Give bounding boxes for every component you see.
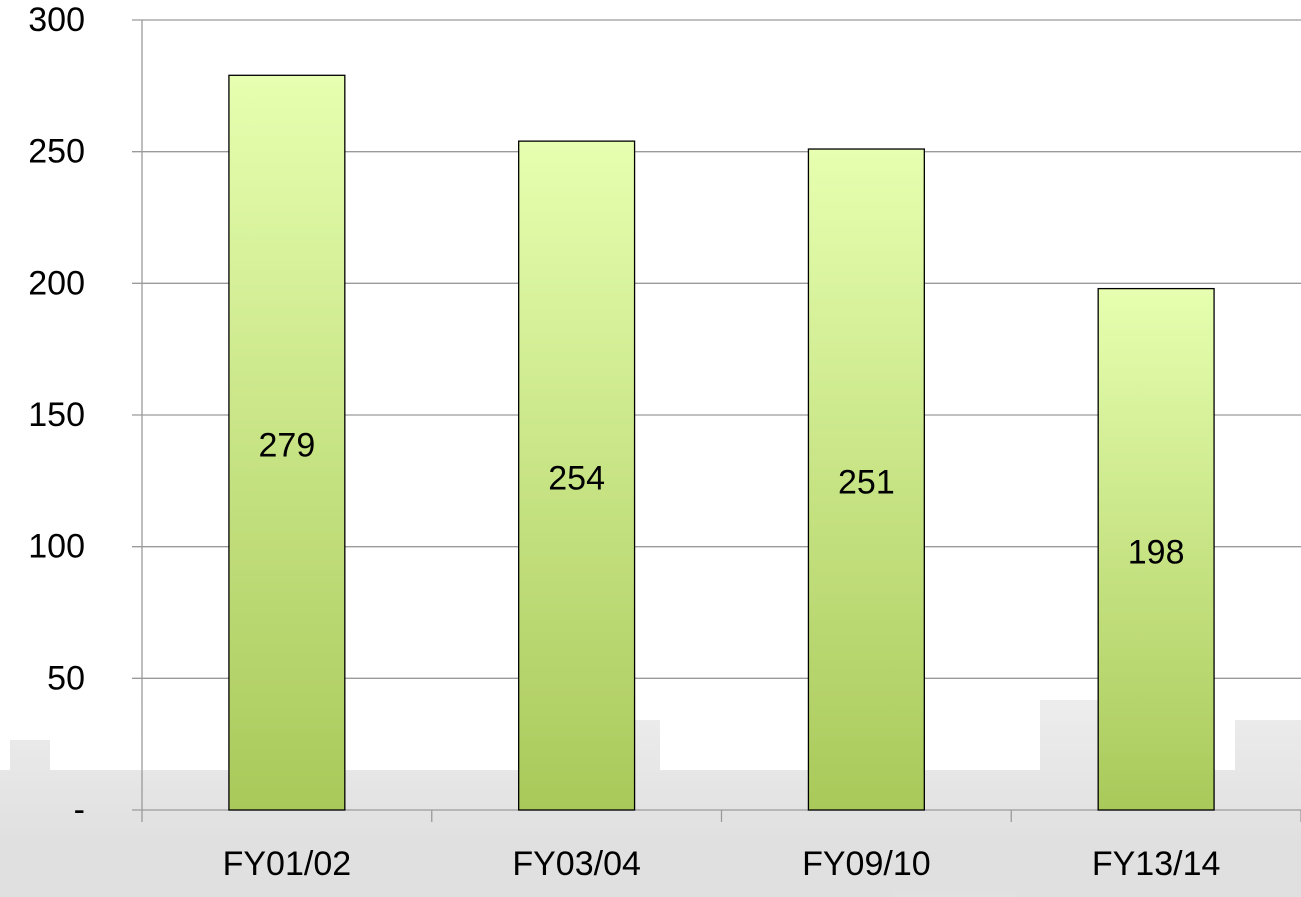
y-tick-label: 100	[28, 528, 85, 566]
data-label: 198	[1128, 533, 1185, 571]
y-tick-label: 150	[28, 396, 85, 434]
x-tick-label: FY01/02	[223, 845, 352, 883]
data-label: 254	[548, 460, 605, 498]
data-label: 251	[838, 464, 895, 502]
chart: - 50 100 150 200 250 300 FY01/02 279 FY03/04 254 F…	[0, 0, 1301, 897]
y-tick-label: 50	[47, 659, 85, 697]
y-tick-label: 300	[28, 1, 85, 39]
x-tick-label: FY09/10	[802, 845, 931, 883]
x-tick-label: FY13/14	[1092, 845, 1221, 883]
y-tick-label: 250	[28, 133, 85, 171]
data-label: 279	[259, 427, 316, 465]
page: - 50 100 150 200 250 300 FY01/02 279 FY03/04 254 F…	[0, 0, 1301, 897]
y-tick-label: -	[74, 791, 85, 829]
x-tick-label: FY03/04	[512, 845, 641, 883]
y-tick-label: 200	[28, 264, 85, 302]
